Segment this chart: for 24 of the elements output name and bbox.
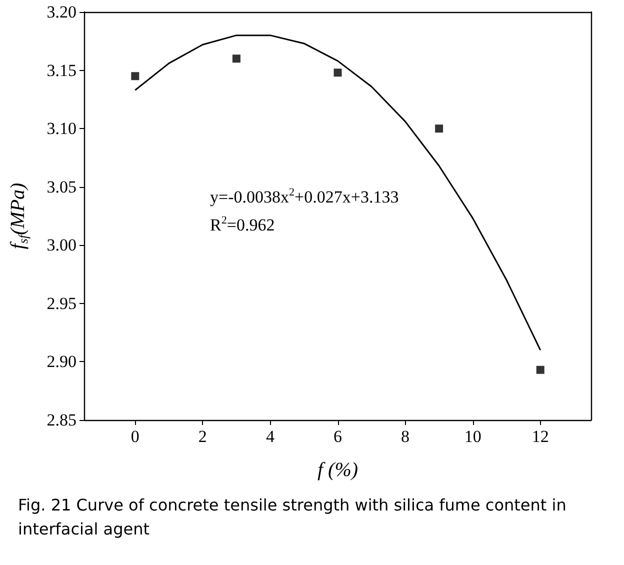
x-tick-label: 12 xyxy=(532,427,549,446)
x-tick-label: 2 xyxy=(198,427,207,446)
line-series xyxy=(134,34,542,351)
point xyxy=(232,54,240,63)
x-tick-label: 8 xyxy=(401,427,410,446)
y-tick-label: 2.95 xyxy=(46,294,76,313)
x-tick-label: 6 xyxy=(334,427,342,446)
y-tick-label: 2.85 xyxy=(46,410,76,430)
y-tick-label: 3.05 xyxy=(46,177,76,196)
point xyxy=(334,68,342,77)
point xyxy=(536,366,544,374)
x-axis-title: f (%) xyxy=(317,459,358,481)
y-tick-label: 2.90 xyxy=(46,352,76,372)
y-tick-label: 3.15 xyxy=(46,60,76,80)
caption: Fig. 21 Curve of concrete tensile strength with silica fume content in interfacial agent xyxy=(18,496,572,538)
y-tick-label: 3.00 xyxy=(46,236,76,255)
point xyxy=(131,72,140,80)
x-tick-label: 4 xyxy=(266,427,275,446)
y-tick-label: 3.10 xyxy=(46,119,76,138)
x-tick-label: 10 xyxy=(464,427,482,446)
point xyxy=(435,124,444,133)
y-tick-label: 3.20 xyxy=(46,2,76,22)
x-tick-label: 0 xyxy=(130,427,140,446)
y-axis-title: fsf(MPa) xyxy=(7,182,30,250)
